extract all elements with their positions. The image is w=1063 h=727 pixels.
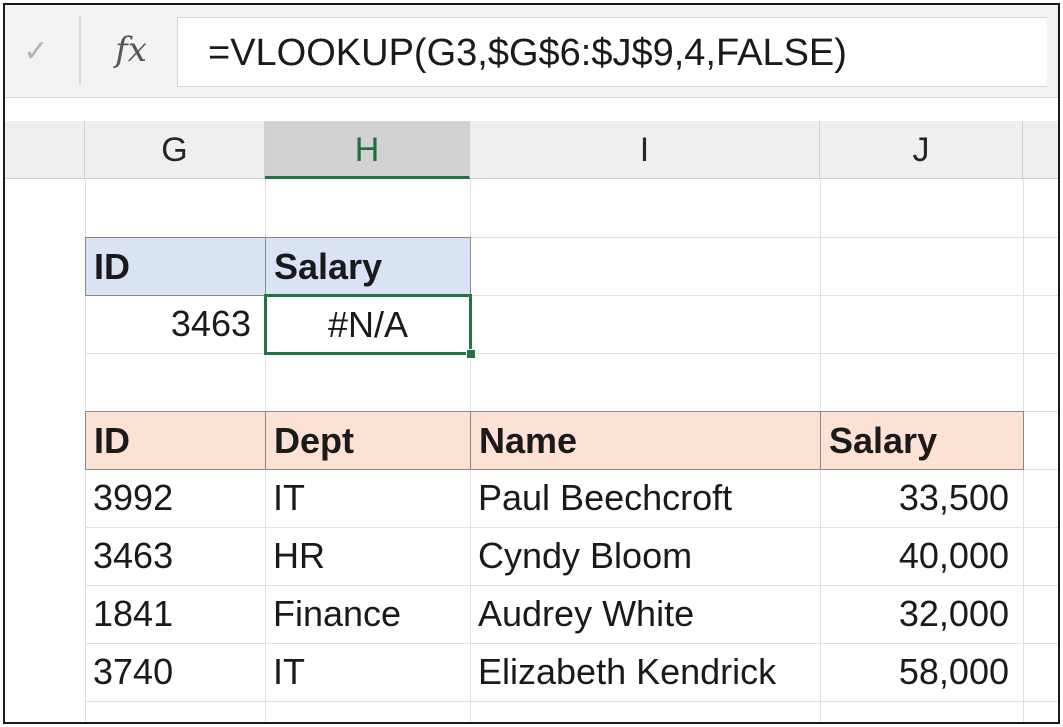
- formula-bar-divider: [79, 17, 81, 85]
- gridline: [85, 237, 1058, 238]
- gridline: [85, 643, 1058, 644]
- formula-bar: ✓ fx =VLOOKUP(G3,$G$6:$J$9,4,FALSE): [5, 5, 1058, 98]
- lookup-result-cell[interactable]: #N/A: [264, 294, 472, 355]
- gridline: [85, 353, 1058, 354]
- table-header-id[interactable]: ID: [85, 411, 266, 470]
- table-cell-id[interactable]: 3740: [93, 651, 174, 692]
- table-header-salary[interactable]: Salary: [820, 411, 1024, 470]
- table-cell-dept[interactable]: HR: [273, 535, 325, 576]
- formula-input[interactable]: =VLOOKUP(G3,$G$6:$J$9,4,FALSE): [177, 17, 1047, 87]
- gridline: [85, 527, 1058, 528]
- table-cell-name[interactable]: Paul Beechcroft: [478, 477, 733, 518]
- spreadsheet-window: ✓ fx =VLOOKUP(G3,$G$6:$J$9,4,FALSE) G H …: [3, 3, 1060, 724]
- table-cell-salary[interactable]: 32,000: [898, 593, 1009, 634]
- table-header-name[interactable]: Name: [470, 411, 821, 470]
- table-cell-salary[interactable]: 58,000: [898, 651, 1009, 692]
- column-header-g[interactable]: G: [85, 121, 265, 179]
- lookup-header-id[interactable]: ID: [85, 237, 266, 296]
- fill-handle[interactable]: [466, 349, 476, 359]
- table-cell-salary[interactable]: 40,000: [898, 535, 1009, 576]
- column-header-h[interactable]: H: [265, 121, 470, 179]
- column-header-next[interactable]: [1023, 121, 1058, 179]
- gridline: [85, 585, 1058, 586]
- select-all-corner[interactable]: [5, 121, 85, 179]
- gridline: [85, 295, 1058, 296]
- column-header-i[interactable]: I: [470, 121, 820, 179]
- table-cell-dept[interactable]: IT: [273, 477, 305, 518]
- table-cell-name[interactable]: Audrey White: [478, 593, 695, 634]
- lookup-header-salary[interactable]: Salary: [265, 237, 471, 296]
- table-cell-name[interactable]: Cyndy Bloom: [478, 535, 693, 576]
- gridline: [85, 701, 1058, 702]
- table-cell-dept[interactable]: Finance: [273, 593, 402, 634]
- table-header-dept[interactable]: Dept: [265, 411, 471, 470]
- table-cell-dept[interactable]: IT: [273, 651, 305, 692]
- insert-function-icon[interactable]: fx: [115, 30, 147, 70]
- table-cell-name[interactable]: Elizabeth Kendrick: [478, 651, 777, 692]
- table-cell-id[interactable]: 3992: [93, 477, 174, 518]
- checkmark-icon[interactable]: ✓: [23, 35, 49, 68]
- table-cell-id[interactable]: 1841: [93, 593, 174, 634]
- table-cell-salary[interactable]: 33,500: [898, 477, 1009, 518]
- lookup-id-cell[interactable]: 3463: [170, 303, 251, 344]
- column-header-j[interactable]: J: [820, 121, 1023, 179]
- table-cell-id[interactable]: 3463: [93, 535, 174, 576]
